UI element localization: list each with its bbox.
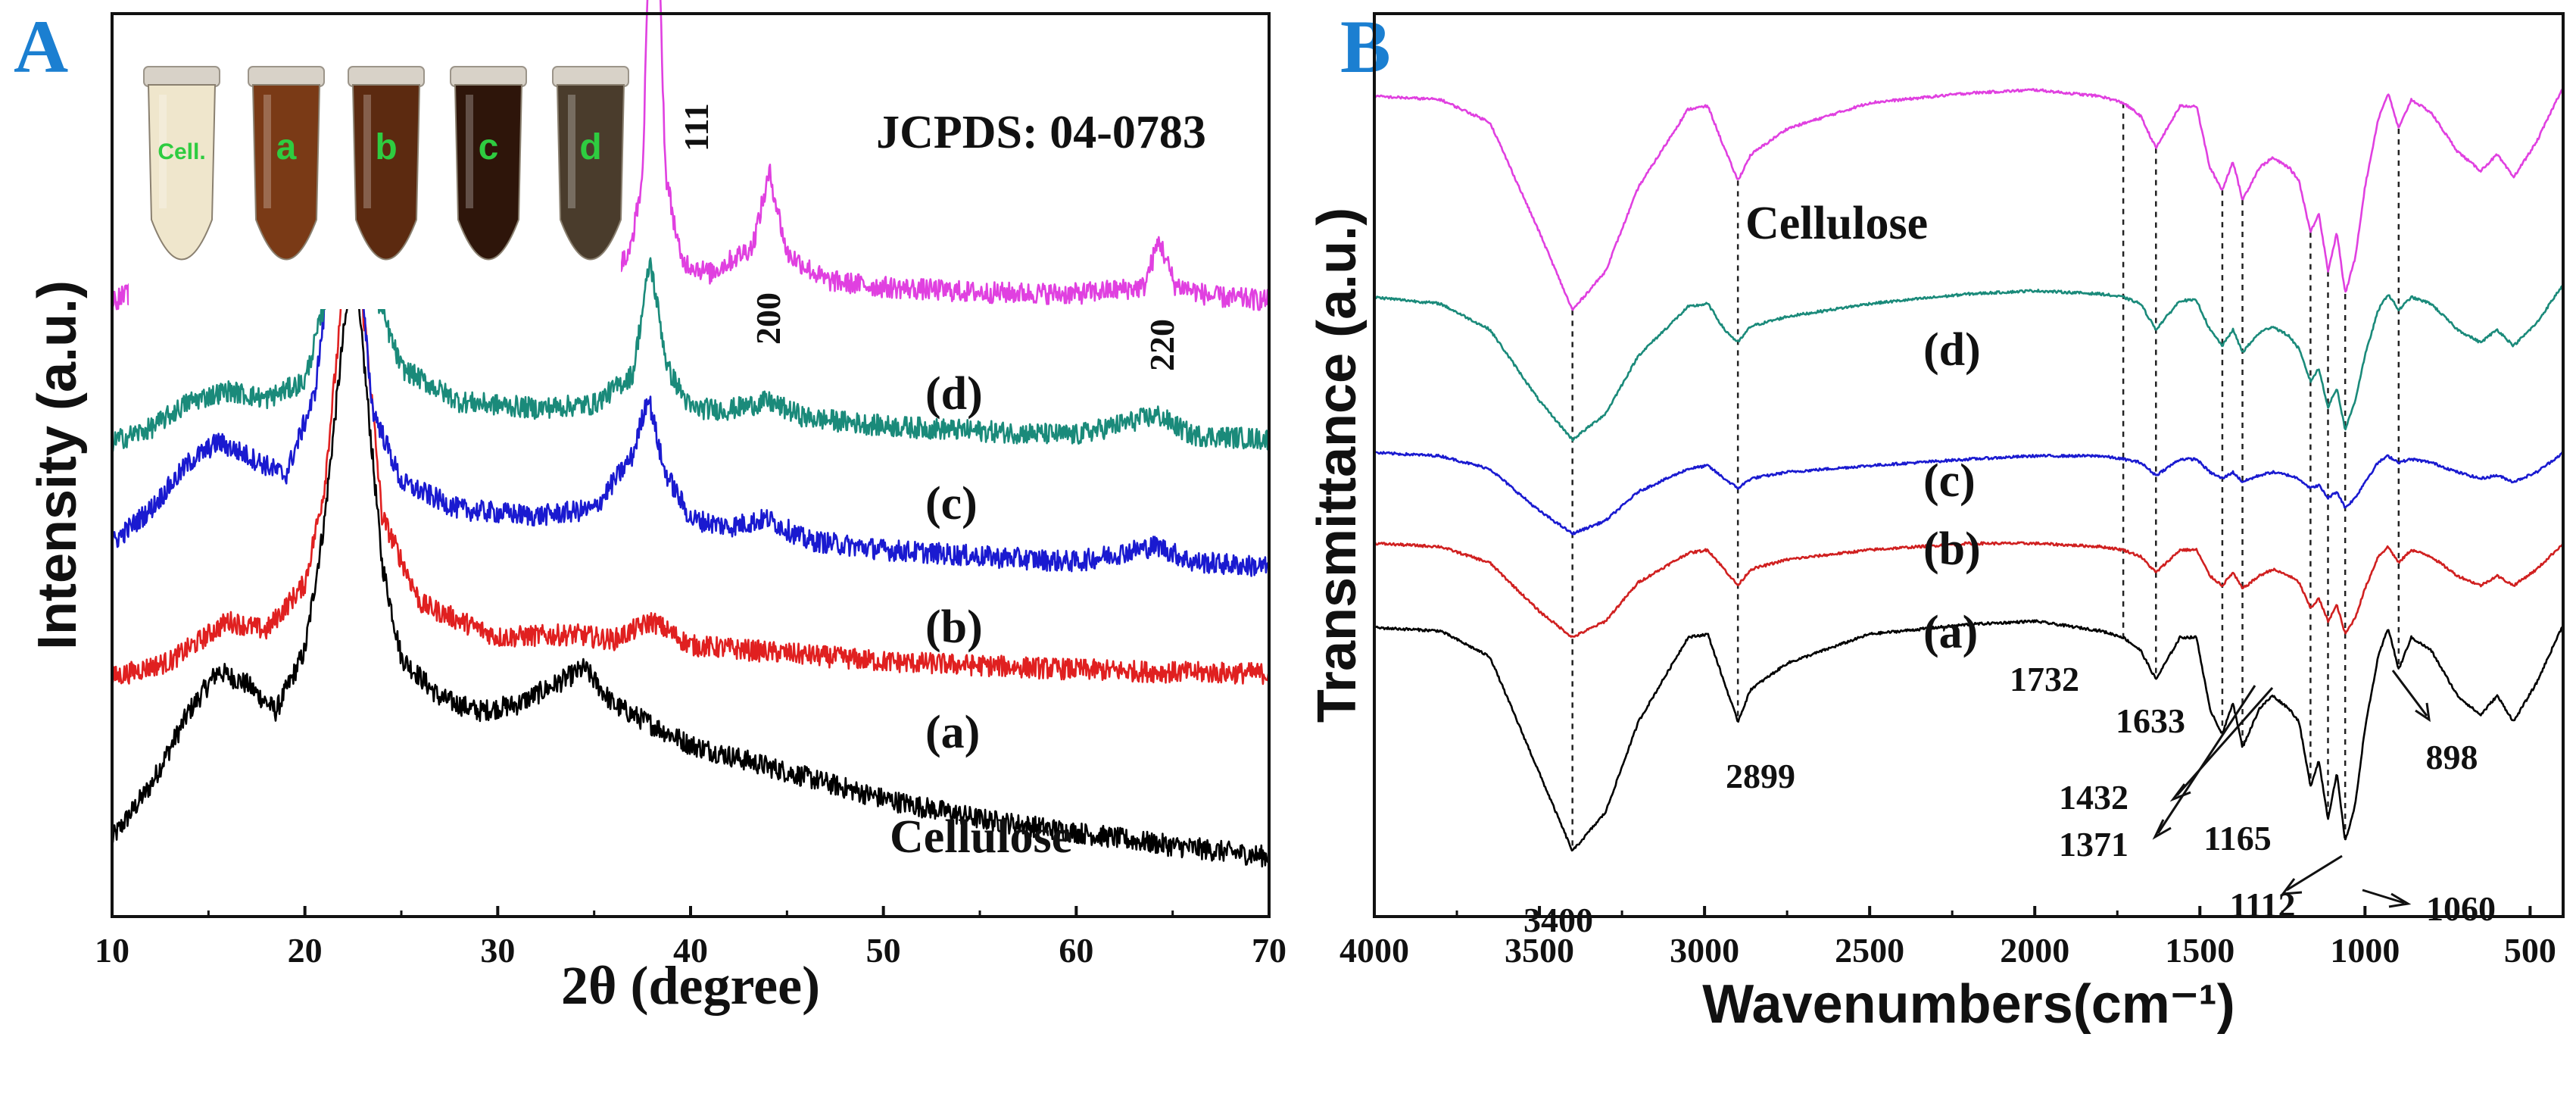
panel-b-series-line-0 (1373, 619, 2565, 852)
peak-label-3400: 3400 (1523, 901, 1593, 939)
panel-b-label-b: (b) (1923, 523, 1981, 575)
peak-label-1371: 1371 (2059, 825, 2128, 864)
tube-cap (552, 66, 629, 87)
tube-body (556, 84, 625, 261)
peak-label-220: 220 (1143, 319, 1181, 371)
peak-label-1165: 1165 (2203, 819, 2271, 857)
panel-b-x-ticks: 4000 3500 3000 2500 2000 1500 1000 500 (1339, 906, 2556, 970)
tube-label: Cell. (157, 139, 205, 164)
panel-a-tick-label: 20 (288, 931, 323, 970)
panel-b-label-c: (c) (1923, 455, 1976, 507)
panel-b-label-d: (d) (1923, 324, 1981, 376)
peak-label-898: 898 (2426, 738, 2478, 776)
tube-label: c (479, 127, 499, 167)
peak-arrows (2152, 670, 2431, 908)
panel-a-tick-label: 10 (95, 931, 129, 970)
peak-label-2899: 2899 (1726, 757, 1795, 795)
arrowhead-1371 (2152, 819, 2172, 840)
panel-b-series-line-1 (1374, 541, 2565, 638)
panel-b-tick-label: 3500 (1505, 931, 1574, 970)
panel-a-tick-label: 40 (673, 931, 708, 970)
panel-a-label-cellulose: Cellulose (890, 811, 1072, 863)
panel-b-label-a: (a) (1923, 607, 1978, 658)
tube-body (251, 84, 321, 261)
peak-label-1432: 1432 (2059, 778, 2128, 817)
tube-highlight (466, 95, 473, 208)
panel-b-series (1373, 86, 2565, 852)
tube-body (147, 84, 217, 261)
arrow-1432 (2175, 687, 2274, 796)
panel-a: A 10 20 30 40 50 60 70 2θ (degree) Intensity (… (14, 0, 1286, 1016)
panel-a-series-line-1 (111, 241, 1271, 686)
tube-cap (450, 66, 527, 87)
panel-a-label-c: (c) (925, 478, 978, 529)
tube-highlight (159, 95, 167, 208)
tube-highlight (568, 95, 575, 208)
panel-a-x-label: 2θ (degree) (561, 955, 820, 1016)
arrowhead-1432 (2169, 783, 2191, 802)
tube-highlight (363, 95, 371, 208)
tube-4: d (552, 66, 629, 261)
tube-body (351, 84, 421, 261)
panel-a-series-line-2 (111, 164, 1271, 577)
jcpds-annotation: JCPDS: 04-0783 (876, 107, 1206, 158)
tube-3: c (450, 66, 527, 261)
panel-a-x-ticks: 10 20 30 40 50 60 70 (95, 906, 1286, 970)
panel-a-label-b: (b) (925, 601, 983, 653)
peak-label-200: 200 (749, 292, 787, 345)
panel-a-letter: A (14, 5, 68, 89)
peak-label-1060: 1060 (2426, 889, 2496, 928)
tube-highlight (264, 95, 271, 208)
peak-label-111: 111 (677, 103, 716, 151)
arrow-898 (2391, 670, 2428, 717)
panel-a-label-d: (d) (925, 368, 983, 420)
panel-a-label-a: (a) (925, 707, 980, 758)
panel-b-tick-label: 3000 (1670, 931, 1739, 970)
panel-b-tick-label: 1000 (2330, 931, 2400, 970)
panel-a-tick-label: 70 (1252, 931, 1286, 970)
tube-label: d (579, 127, 601, 167)
panel-b-letter: B (1340, 5, 1391, 89)
panel-b-series-line-3 (1373, 283, 2565, 442)
arrowhead-1112 (2280, 878, 2303, 895)
panel-b-frame (1373, 12, 2565, 918)
tube-body (454, 84, 523, 261)
arrow-1371 (2157, 685, 2256, 834)
panel-a-tick-label: 50 (866, 931, 901, 970)
panel-b-label-cellulose: Cellulose (1745, 198, 1928, 249)
peak-label-1732: 1732 (2010, 660, 2079, 698)
panel-b-x-label: Wavenumbers(cm⁻¹) (1702, 974, 2235, 1035)
panel-b-tick-label: 2500 (1835, 931, 1904, 970)
tube-1: a (248, 66, 325, 261)
panel-b-tick-label: 2000 (2000, 931, 2069, 970)
panel-a-series-line-3 (111, 180, 1271, 452)
inset-photo: Cell. a b c d (129, 59, 629, 309)
tube-0: Cell. (143, 66, 220, 261)
arrow-1060 (2362, 889, 2405, 904)
panel-b-series-line-2 (1373, 451, 2564, 536)
tube-cap (248, 66, 325, 87)
arrowhead-898 (2415, 702, 2431, 723)
tube-cap (348, 66, 425, 87)
panel-a-tick-label: 30 (480, 931, 515, 970)
panel-b-series-line-4 (1373, 86, 2565, 311)
arrow-1112 (2286, 854, 2343, 892)
panel-a-y-label: Intensity (a.u.) (27, 280, 88, 650)
panel-b-tick-label: 500 (2504, 931, 2556, 970)
arrowhead-1060 (2388, 892, 2412, 908)
tube-label: b (375, 127, 397, 167)
panel-b-tick-label: 4000 (1339, 931, 1409, 970)
peak-label-1633: 1633 (2116, 701, 2185, 740)
panel-b-markers (1571, 102, 2400, 851)
panel-a-series-line-0 (111, 261, 1271, 868)
tube-cap (143, 66, 220, 87)
tube-2: b (348, 66, 425, 261)
panel-b-y-label: Transmittance (a.u.) (1307, 208, 1368, 723)
panel-b-tick-label: 1500 (2165, 931, 2235, 970)
panel-b: B 4000 3500 3000 2500 2000 1500 1000 500 Wavenu… (1307, 5, 2565, 1035)
panel-a-tick-label: 60 (1059, 931, 1093, 970)
tube-label: a (276, 127, 297, 167)
